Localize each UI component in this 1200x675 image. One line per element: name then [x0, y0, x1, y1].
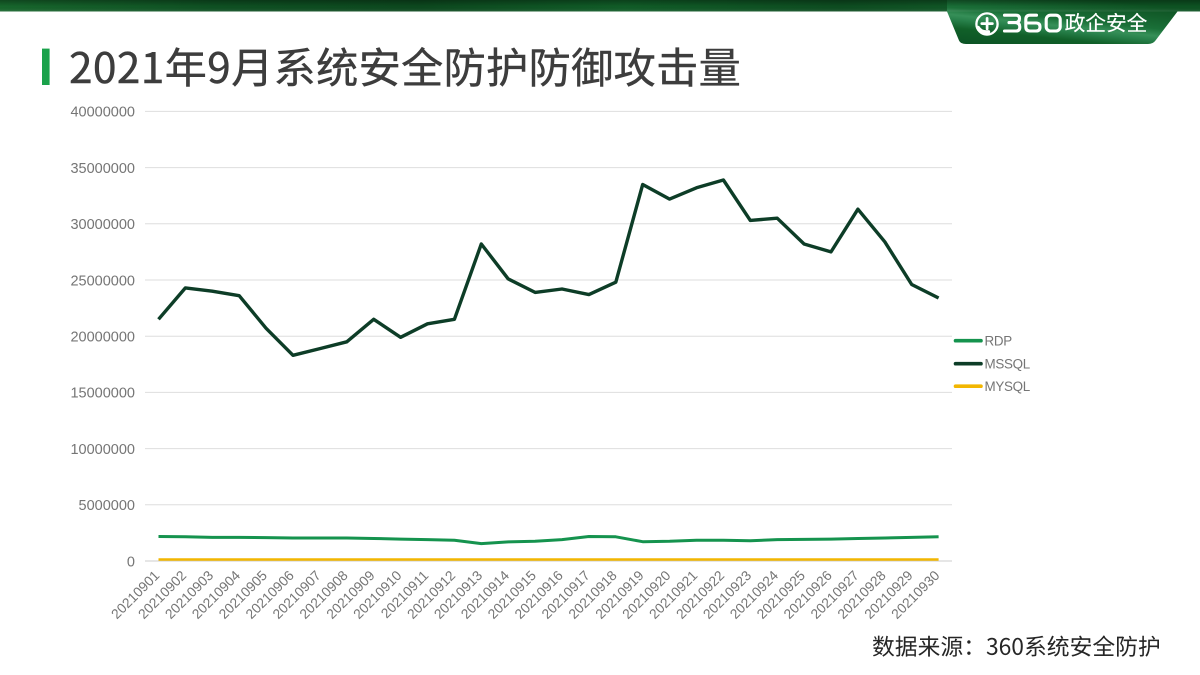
svg-text:35000000: 35000000: [70, 161, 135, 177]
svg-text:MSSQL: MSSQL: [985, 356, 1030, 371]
svg-text:40000000: 40000000: [70, 105, 135, 121]
svg-text:25000000: 25000000: [70, 273, 135, 289]
svg-text:15000000: 15000000: [70, 386, 135, 402]
svg-text:10000000: 10000000: [70, 442, 135, 458]
svg-text:0: 0: [127, 554, 135, 570]
svg-text:30000000: 30000000: [70, 217, 135, 233]
svg-text:MYSQL: MYSQL: [985, 379, 1030, 394]
svg-text:5000000: 5000000: [79, 498, 135, 514]
svg-text:20000000: 20000000: [70, 330, 135, 346]
svg-text:RDP: RDP: [985, 333, 1013, 348]
